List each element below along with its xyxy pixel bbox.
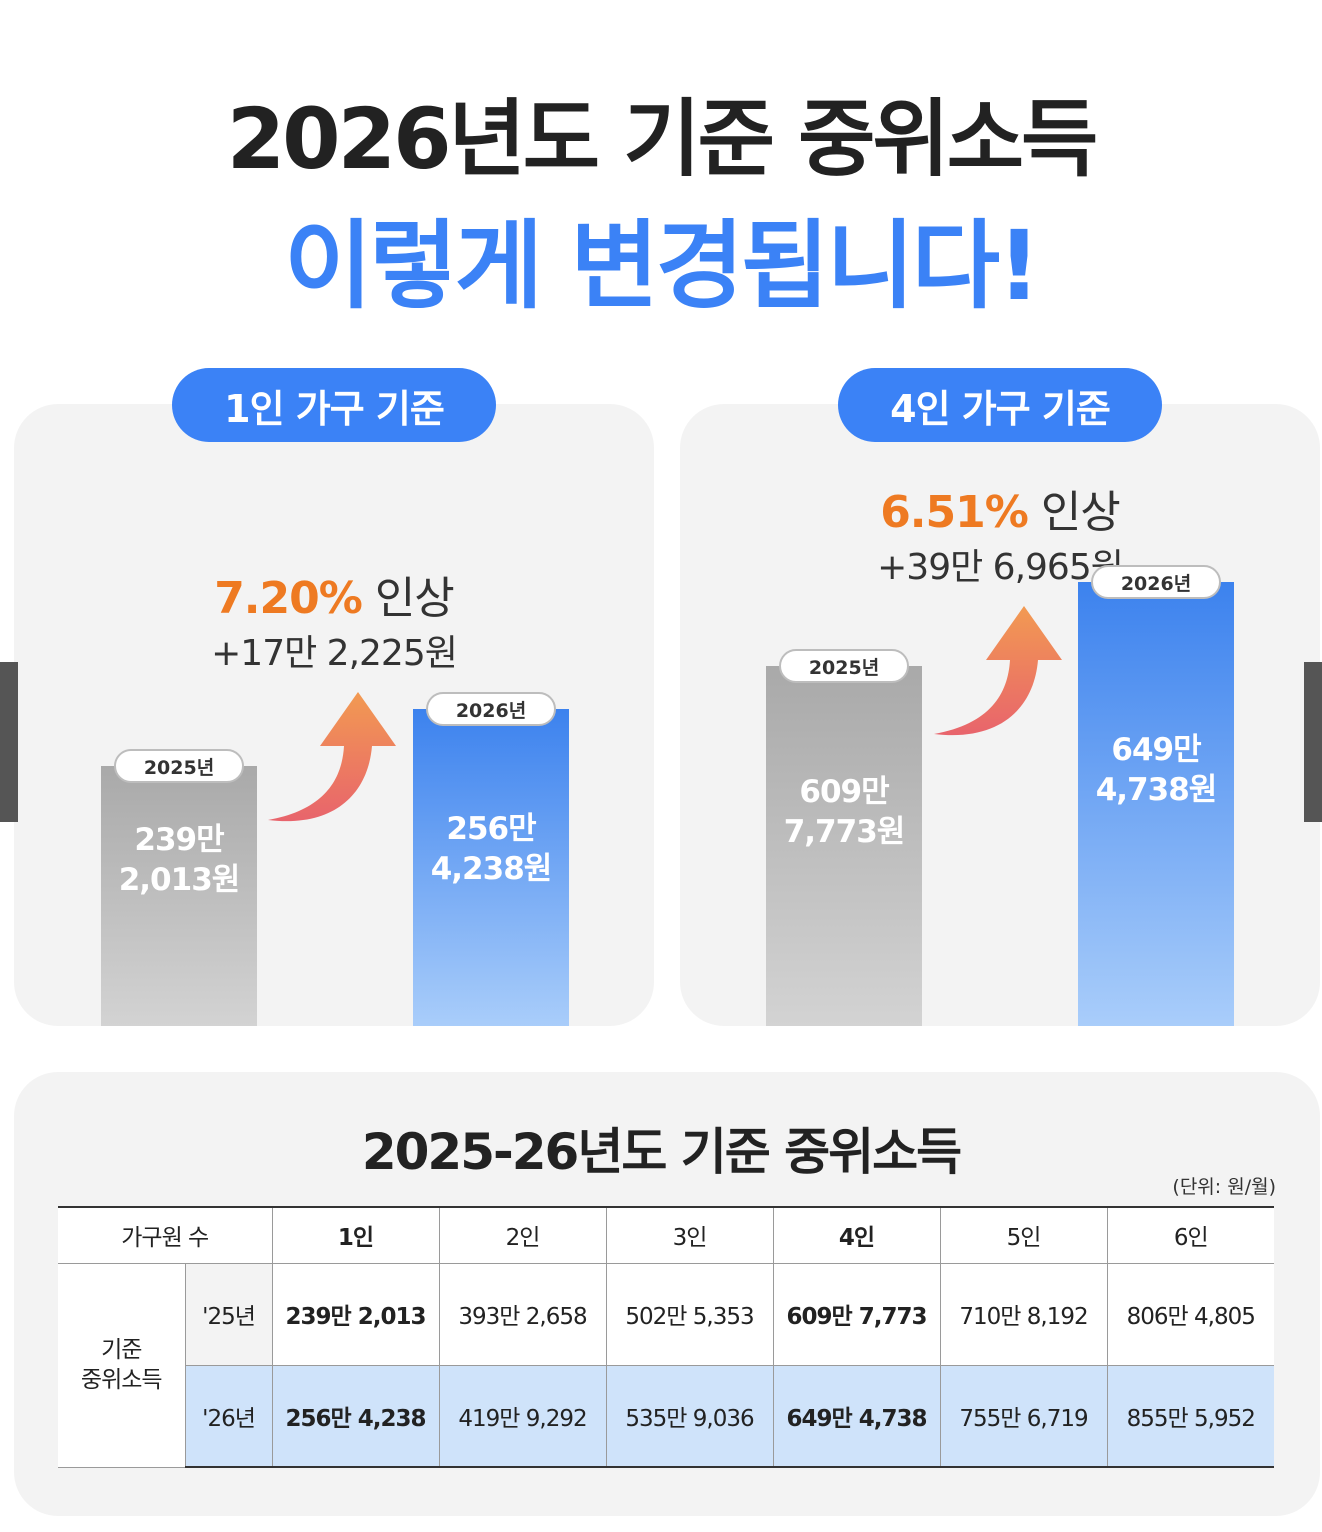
page-title: 2026년도 기준 중위소득: [226, 90, 1099, 188]
table-cell: 502만 5,353: [605, 1262, 774, 1366]
increase-amount: +39만 6,965원: [877, 547, 1124, 588]
increase-arrow-icon: [934, 606, 1062, 736]
header-cell: 2인: [438, 1206, 607, 1264]
chart-title-4person: 4인 가구 기준: [838, 368, 1162, 442]
table-unit: (단위: 원/월): [1172, 1176, 1276, 1198]
bar-value-line1: 256만: [446, 811, 536, 847]
header-cell: 5인: [939, 1206, 1108, 1264]
year-tag-2025: 2025년: [779, 649, 909, 683]
table-row: '26년 256만 4,238 419만 9,292 535만 9,036 64…: [58, 1364, 1274, 1468]
chart-panel-4person: 6.51% 인상 +39만 6,965원 609만 7,773원 2025년 6…: [680, 404, 1320, 1026]
table-cell: 855만 5,952: [1106, 1364, 1274, 1468]
increase-word: 인상: [1027, 487, 1121, 538]
table-title: 2025-26년도 기준 중위소득: [361, 1123, 962, 1181]
bar-value-line2: 7,773원: [783, 814, 906, 850]
year-tag-2026: 2026년: [426, 692, 556, 726]
table-cell: 609만 7,773: [772, 1262, 941, 1366]
carousel-prev-handle[interactable]: [0, 662, 18, 822]
header-cell: 1인: [271, 1206, 440, 1264]
chart-panel-1person: 7.20% 인상 +17만 2,225원 239만 2,013원 2025년 2…: [14, 404, 654, 1026]
bar-value-line2: 4,738원: [1095, 772, 1218, 808]
row-year: '25년: [184, 1262, 273, 1366]
table-cell: 535만 9,036: [605, 1364, 774, 1468]
bar-2026: 649만 4,738원: [1078, 582, 1234, 1026]
carousel-next-handle[interactable]: [1304, 662, 1322, 822]
increase-rate: 7.20%: [214, 573, 363, 624]
increase-arrow-icon: [268, 692, 396, 822]
year-tag-2026: 2026년: [1091, 565, 1221, 599]
table-cell: 419만 9,292: [438, 1364, 607, 1468]
bar-value-line1: 609만: [799, 774, 889, 810]
increase-rate-line: 6.51% 인상: [680, 476, 1320, 540]
header-household-size: 가구원 수: [58, 1206, 273, 1264]
table-cell: 649만 4,738: [772, 1364, 941, 1468]
chart-title-1person: 1인 가구 기준: [172, 368, 496, 442]
bar-2026: 256만 4,238원: [413, 709, 569, 1026]
increase-word: 인상: [361, 573, 455, 624]
increase-rate-line: 7.20% 인상: [14, 562, 654, 626]
table-cell: 755만 6,719: [939, 1364, 1108, 1468]
increase-amount: +17만 2,225원: [211, 633, 458, 674]
table-header-row: 가구원 수 1인 2인 3인 4인 5인 6인: [58, 1206, 1274, 1264]
header-cell: 6인: [1106, 1206, 1274, 1264]
bar-value-line1: 239만: [134, 822, 224, 858]
row-group-label-line2: 중위소득: [80, 1367, 163, 1393]
header-cell: 4인: [772, 1206, 941, 1264]
bar-value-line1: 649만: [1111, 732, 1201, 768]
page-subtitle: 이렇게 변경됩니다!: [284, 210, 1041, 322]
bar-2025: 239만 2,013원: [101, 766, 257, 1026]
table-cell: 256만 4,238: [271, 1364, 440, 1468]
header-cell: 3인: [605, 1206, 774, 1264]
table-cell: 393만 2,658: [438, 1262, 607, 1366]
table-cell: 710만 8,192: [939, 1262, 1108, 1366]
bar-value-line2: 4,238원: [430, 851, 553, 887]
bar-2025: 609만 7,773원: [766, 666, 922, 1026]
table-cell: 239만 2,013: [271, 1262, 440, 1366]
table-cell: 806만 4,805: [1106, 1262, 1274, 1366]
row-group-label-line1: 기준: [101, 1337, 142, 1363]
year-tag-2025: 2025년: [114, 749, 244, 783]
row-year: '26년: [185, 1364, 273, 1468]
increase-rate: 6.51%: [880, 487, 1029, 538]
bar-value-line2: 2,013원: [118, 862, 241, 898]
